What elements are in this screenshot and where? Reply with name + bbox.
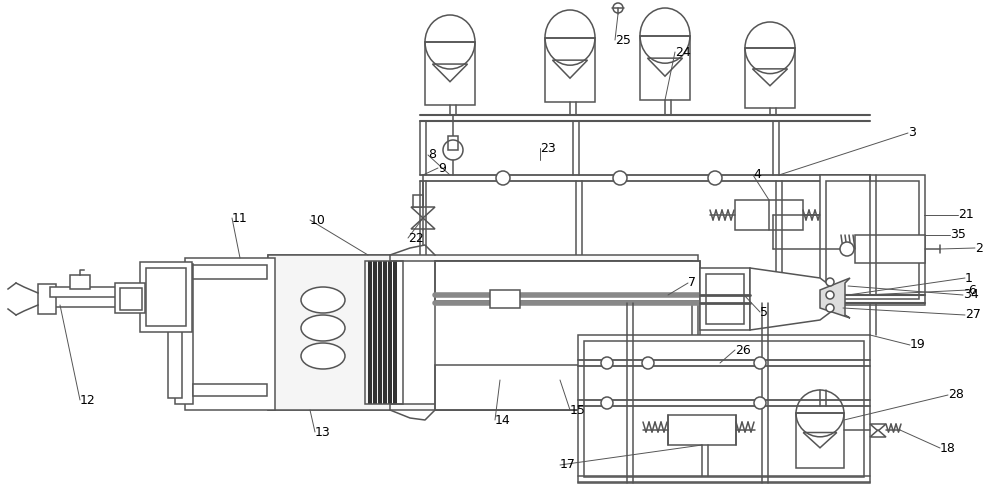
Ellipse shape <box>301 287 345 313</box>
Bar <box>50 287 125 297</box>
Bar <box>435 261 700 410</box>
Bar <box>578 335 870 483</box>
Text: 18: 18 <box>940 441 956 454</box>
Bar <box>365 261 403 404</box>
Text: 13: 13 <box>315 426 331 438</box>
Ellipse shape <box>301 315 345 341</box>
Bar <box>193 384 267 396</box>
Text: 17: 17 <box>560 458 576 472</box>
Bar <box>42 290 130 307</box>
Bar <box>193 265 267 279</box>
Circle shape <box>601 397 613 409</box>
Text: 24: 24 <box>675 46 691 59</box>
Text: 1: 1 <box>965 271 973 285</box>
Polygon shape <box>411 207 435 218</box>
Circle shape <box>754 397 766 409</box>
Text: 28: 28 <box>948 388 964 401</box>
Text: 10: 10 <box>310 213 326 227</box>
Text: 9: 9 <box>438 162 446 175</box>
Bar <box>130 285 188 303</box>
Bar <box>140 262 192 332</box>
Text: 34: 34 <box>963 289 979 302</box>
Bar <box>120 288 142 310</box>
Text: 6: 6 <box>968 284 976 297</box>
Bar <box>435 365 700 410</box>
Bar <box>373 261 377 404</box>
Text: 19: 19 <box>910 338 926 352</box>
Text: 11: 11 <box>232 211 248 225</box>
Text: 7: 7 <box>688 276 696 290</box>
Bar <box>584 341 864 477</box>
Text: 3: 3 <box>908 126 916 139</box>
Text: 5: 5 <box>760 306 768 318</box>
Circle shape <box>826 291 834 299</box>
Bar <box>268 255 698 410</box>
Text: 4: 4 <box>753 169 761 182</box>
Bar <box>490 290 520 308</box>
Bar <box>268 255 390 410</box>
Bar <box>125 290 175 300</box>
Bar <box>735 200 803 230</box>
Bar <box>700 268 750 330</box>
Text: 27: 27 <box>965 309 981 321</box>
Polygon shape <box>750 268 840 330</box>
Circle shape <box>826 278 834 286</box>
Text: 14: 14 <box>495 414 511 427</box>
Bar <box>796 413 844 468</box>
Bar <box>115 283 145 313</box>
Circle shape <box>613 171 627 185</box>
Polygon shape <box>870 424 886 431</box>
Text: 12: 12 <box>80 393 96 407</box>
Circle shape <box>708 171 722 185</box>
Bar <box>820 175 925 305</box>
Bar <box>274 261 692 404</box>
Bar <box>706 274 744 324</box>
Bar <box>168 270 182 398</box>
Bar <box>38 284 56 314</box>
Bar <box>388 261 392 404</box>
Text: 15: 15 <box>570 404 586 417</box>
Text: 2: 2 <box>975 242 983 254</box>
Bar <box>368 261 372 404</box>
Circle shape <box>754 357 766 369</box>
Bar <box>435 261 700 301</box>
Circle shape <box>642 357 654 369</box>
Bar <box>70 275 90 289</box>
Bar <box>393 261 397 404</box>
Circle shape <box>496 171 510 185</box>
Bar <box>175 264 193 404</box>
Bar <box>413 195 423 207</box>
Polygon shape <box>820 278 850 318</box>
Text: 26: 26 <box>735 344 751 357</box>
Circle shape <box>601 357 613 369</box>
Bar <box>146 268 186 326</box>
Polygon shape <box>870 430 886 437</box>
Polygon shape <box>411 218 435 229</box>
Bar <box>425 42 475 105</box>
Bar <box>185 258 275 410</box>
Text: 8: 8 <box>428 148 436 162</box>
Bar <box>640 36 690 100</box>
Bar <box>668 415 736 445</box>
Bar <box>855 235 925 263</box>
Bar <box>448 136 458 150</box>
Text: 22: 22 <box>408 232 424 245</box>
Bar <box>745 48 795 108</box>
Circle shape <box>840 242 854 256</box>
Bar <box>545 38 595 102</box>
Circle shape <box>826 304 834 312</box>
Bar <box>378 261 382 404</box>
Text: 21: 21 <box>958 208 974 222</box>
Bar <box>383 261 387 404</box>
Bar <box>826 181 919 299</box>
Text: 23: 23 <box>540 141 556 154</box>
Text: 25: 25 <box>615 34 631 47</box>
Ellipse shape <box>301 343 345 369</box>
Text: 35: 35 <box>950 229 966 242</box>
